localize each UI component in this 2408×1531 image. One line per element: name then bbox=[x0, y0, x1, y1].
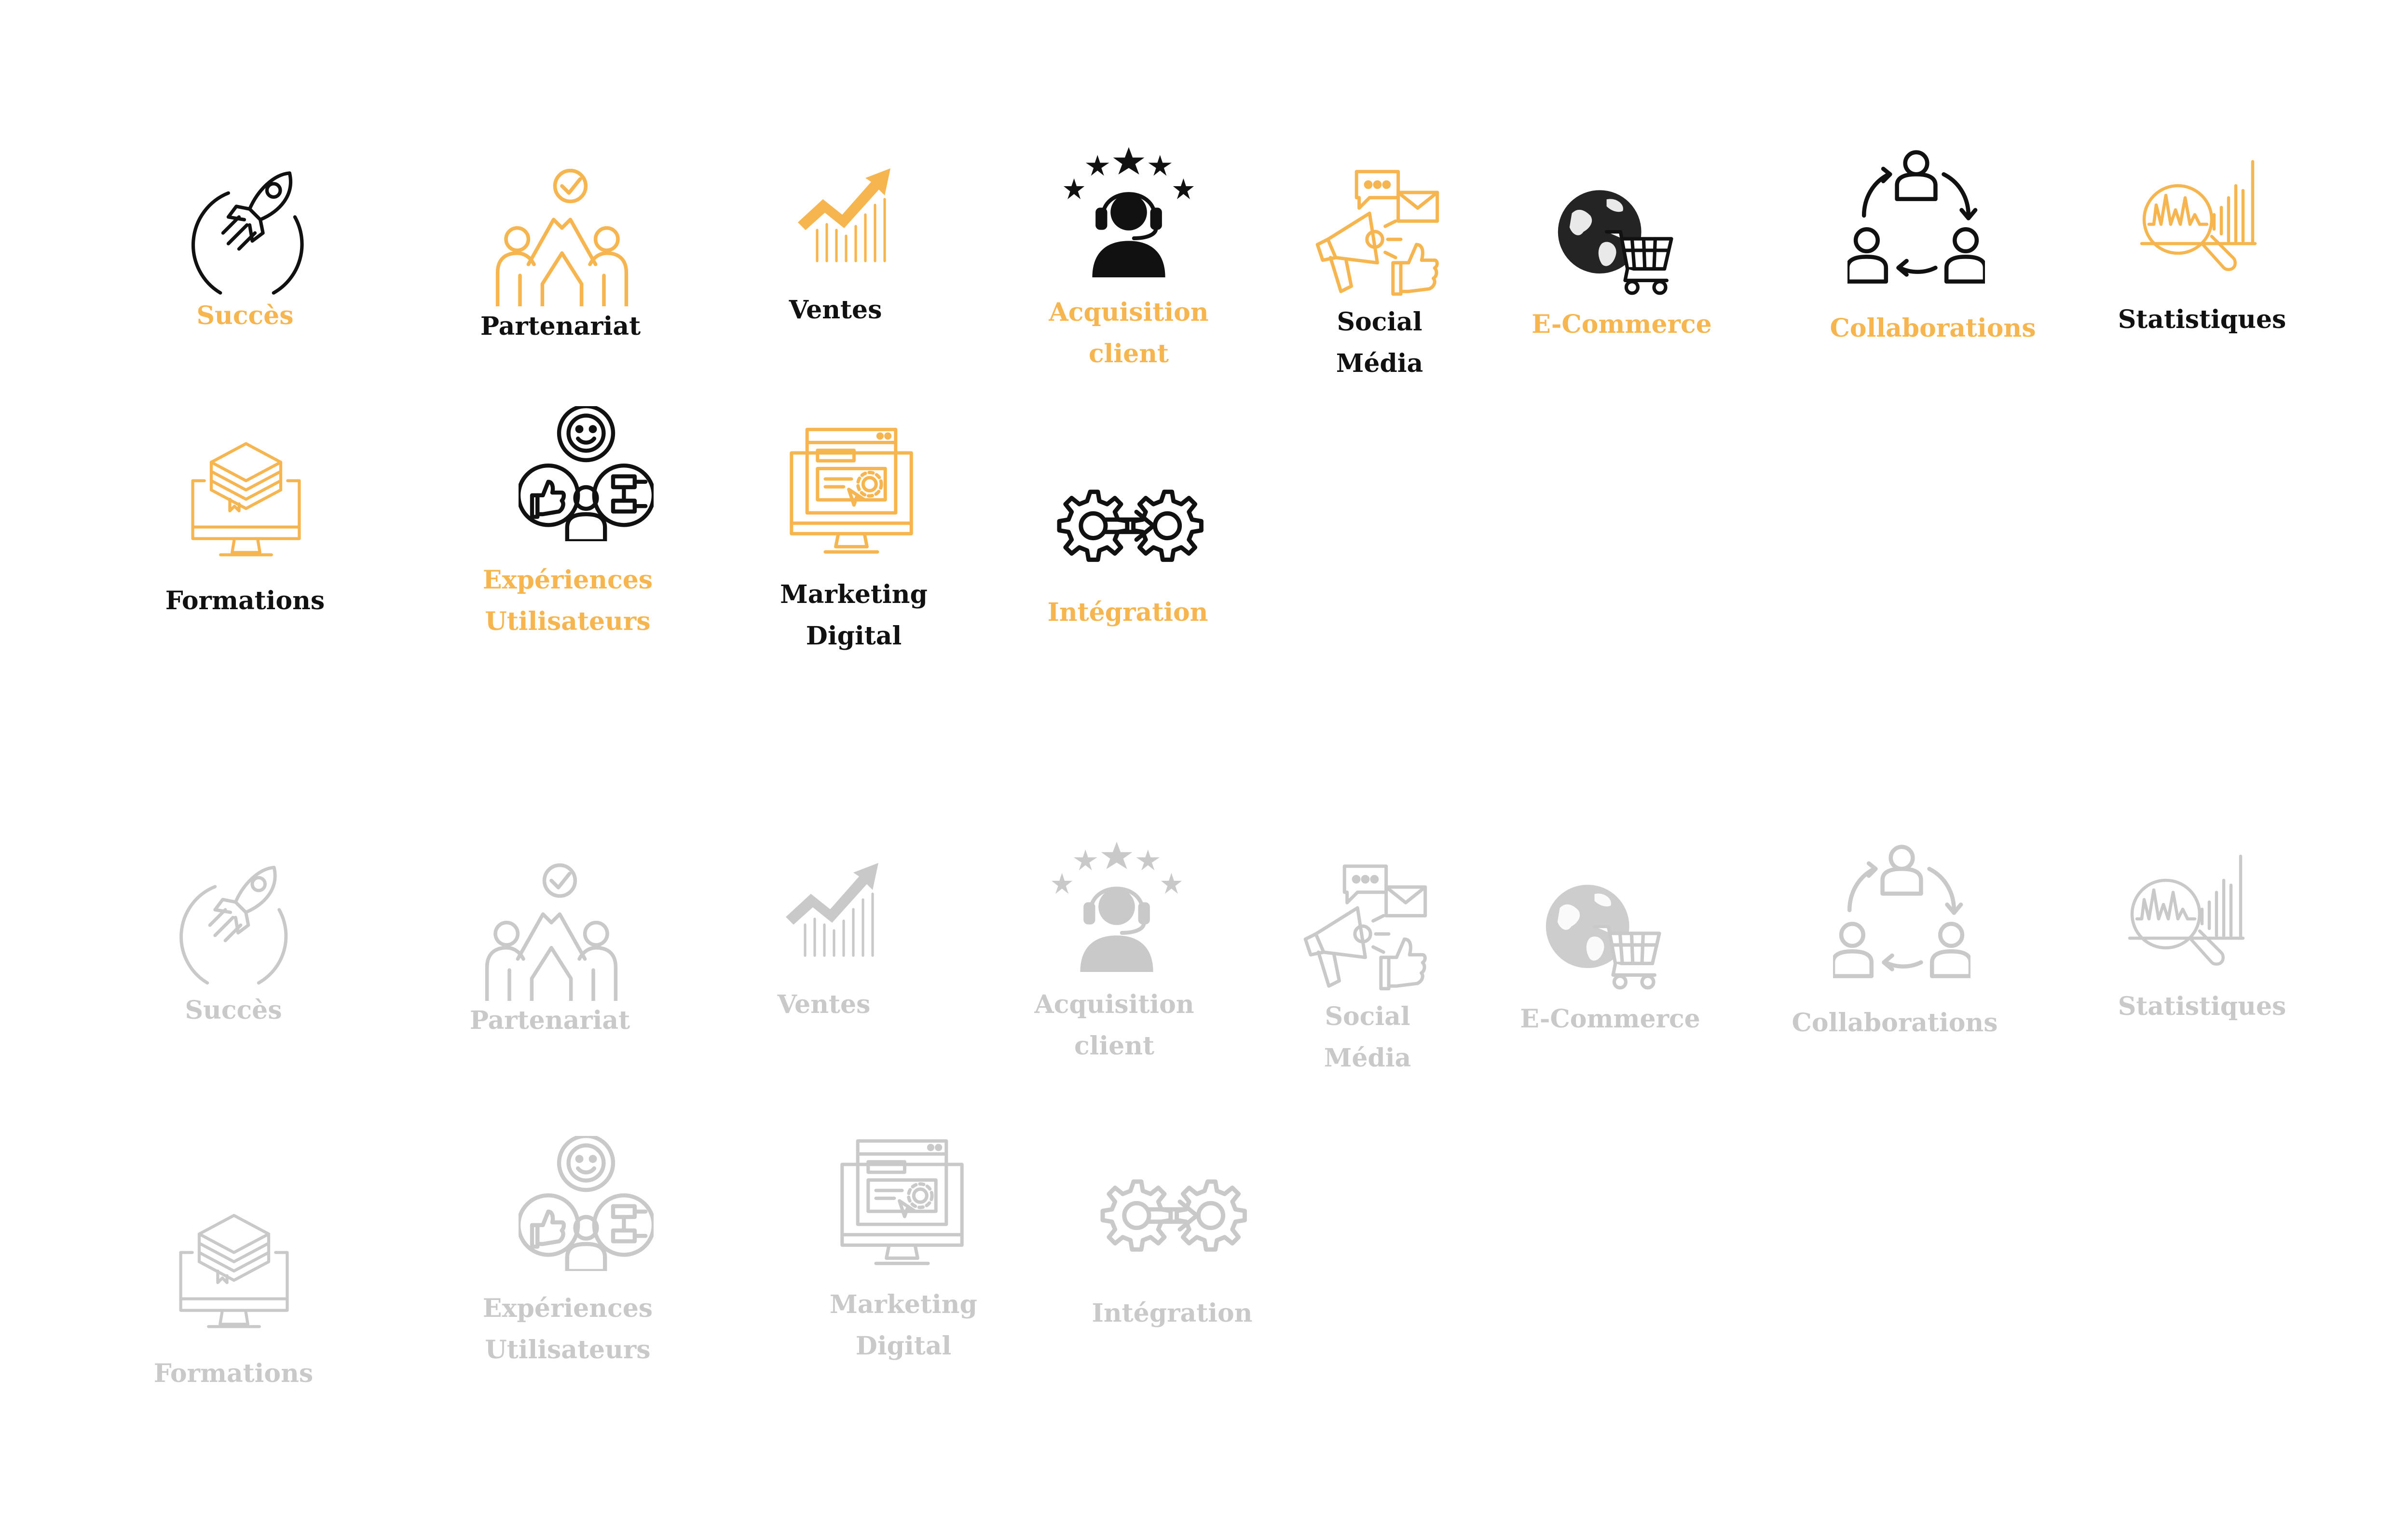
label-formations-grey: Formations bbox=[153, 1359, 314, 1388]
label-ventes: Ventes bbox=[789, 295, 882, 325]
label-e-commerce: E-Commerce bbox=[1532, 310, 1712, 339]
label-partenariat-grey: Partenariat bbox=[469, 1006, 630, 1035]
label-statistiques: Statistiques bbox=[2118, 305, 2286, 334]
label-acquisition-client: Acquisition client bbox=[1049, 298, 1209, 369]
trend-up-bars-icon bbox=[774, 861, 890, 957]
trend-up-bars-icon bbox=[786, 166, 902, 263]
rocket-icon bbox=[169, 861, 297, 989]
label-succes-grey: Succès bbox=[185, 996, 282, 1025]
globe-cart-icon bbox=[1551, 181, 1676, 297]
chart-magnifier-icon bbox=[2137, 159, 2258, 285]
gears-arrow-icon bbox=[1052, 487, 1206, 564]
monitor-books-icon bbox=[176, 1203, 292, 1339]
high-five-check-icon bbox=[481, 861, 621, 1001]
label-statistiques-grey: Statistiques bbox=[2118, 992, 2286, 1021]
label-marketing-digital-grey: Marketing Digital bbox=[830, 1290, 977, 1361]
monitor-web-icon bbox=[786, 424, 917, 560]
label-social-media: Social Média bbox=[1336, 307, 1423, 378]
label-integration-grey: Intégration bbox=[1092, 1299, 1253, 1328]
customer-support-stars-icon bbox=[1052, 842, 1182, 972]
user-experience-icon bbox=[519, 1136, 654, 1271]
label-partenariat: Partenariat bbox=[480, 312, 641, 341]
megaphone-chat-icon bbox=[1293, 861, 1433, 991]
label-integration: Intégration bbox=[1047, 598, 1208, 627]
label-experiences-utilisateurs: Expériences Utilisateurs bbox=[482, 565, 653, 636]
people-cycle-icon bbox=[1833, 844, 1970, 982]
customer-support-stars-icon bbox=[1064, 147, 1194, 277]
label-succes: Succès bbox=[196, 301, 294, 330]
label-acquisition-client-grey: Acquisition client bbox=[1034, 990, 1194, 1061]
label-ventes-grey: Ventes bbox=[777, 990, 871, 1019]
label-collaborations: Collaborations bbox=[1830, 314, 2036, 343]
monitor-books-icon bbox=[188, 432, 304, 567]
label-experiences-utilisateurs-grey: Expériences Utilisateurs bbox=[482, 1294, 653, 1365]
label-marketing-digital: Marketing Digital bbox=[780, 580, 928, 651]
label-e-commerce-grey: E-Commerce bbox=[1520, 1004, 1700, 1034]
label-collaborations-grey: Collaborations bbox=[1792, 1008, 1998, 1038]
monitor-web-icon bbox=[837, 1136, 967, 1271]
label-social-media-grey: Social Média bbox=[1324, 1002, 1411, 1073]
user-experience-icon bbox=[519, 406, 654, 541]
people-cycle-icon bbox=[1847, 150, 1985, 287]
chart-magnifier-icon bbox=[2125, 854, 2245, 979]
rocket-icon bbox=[180, 166, 314, 300]
globe-cart-icon bbox=[1539, 875, 1664, 991]
megaphone-chat-icon bbox=[1305, 166, 1445, 297]
high-five-check-icon bbox=[492, 166, 632, 306]
label-formations: Formations bbox=[165, 586, 325, 615]
gears-arrow-icon bbox=[1095, 1177, 1249, 1254]
